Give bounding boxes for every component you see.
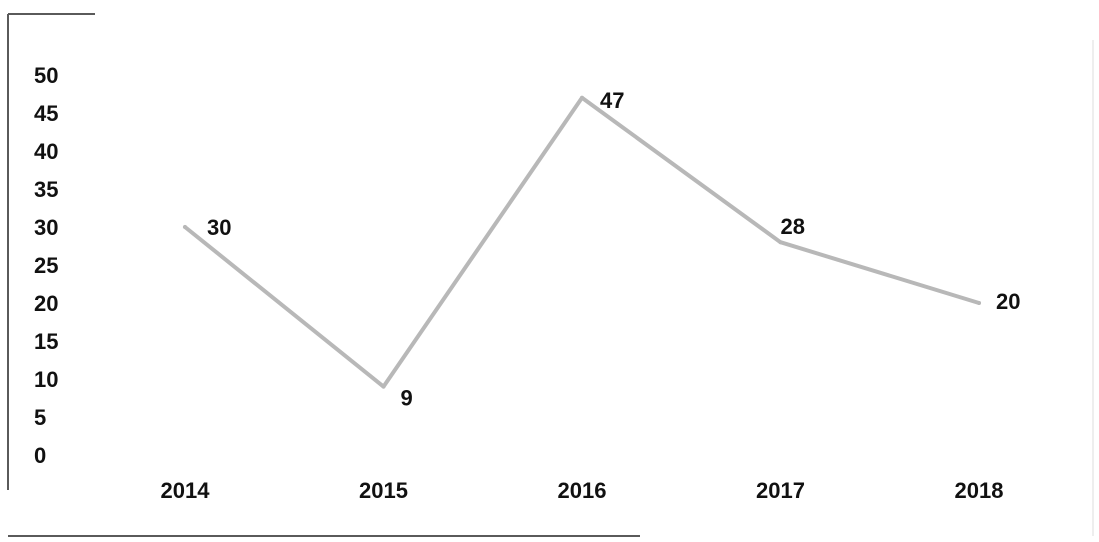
data-label: 20 [996,289,1020,314]
y-tick-label: 15 [34,329,58,354]
series-line-group [183,95,981,389]
x-tick-label: 2018 [955,478,1004,503]
y-tick-label: 45 [34,101,58,126]
data-label: 9 [401,386,413,411]
data-point [183,225,187,229]
y-tick-label: 35 [34,177,58,202]
data-point [977,301,981,305]
x-tick-label: 2014 [161,478,211,503]
data-label: 30 [207,215,231,240]
y-axis: 0 5 10 15 20 25 30 35 40 45 50 [34,63,58,468]
x-tick-label: 2015 [359,478,408,503]
data-point [778,240,783,245]
y-tick-label: 10 [34,367,58,392]
data-point [381,384,386,389]
y-tick-label: 40 [34,139,58,164]
x-tick-label: 2017 [756,478,805,503]
y-tick-label: 50 [34,63,58,88]
y-tick-label: 25 [34,253,58,278]
data-point [580,95,584,100]
data-label: 28 [781,214,805,239]
data-labels: 30 9 47 28 20 [207,88,1020,411]
y-tick-label: 0 [34,443,46,468]
y-tick-label: 20 [34,291,58,316]
y-tick-label: 5 [34,405,46,430]
y-tick-label: 30 [34,215,58,240]
series-line [183,95,981,389]
x-axis: 2014 2015 2016 2017 2018 [161,478,1004,503]
x-tick-label: 2016 [558,478,607,503]
data-label: 47 [600,88,624,113]
